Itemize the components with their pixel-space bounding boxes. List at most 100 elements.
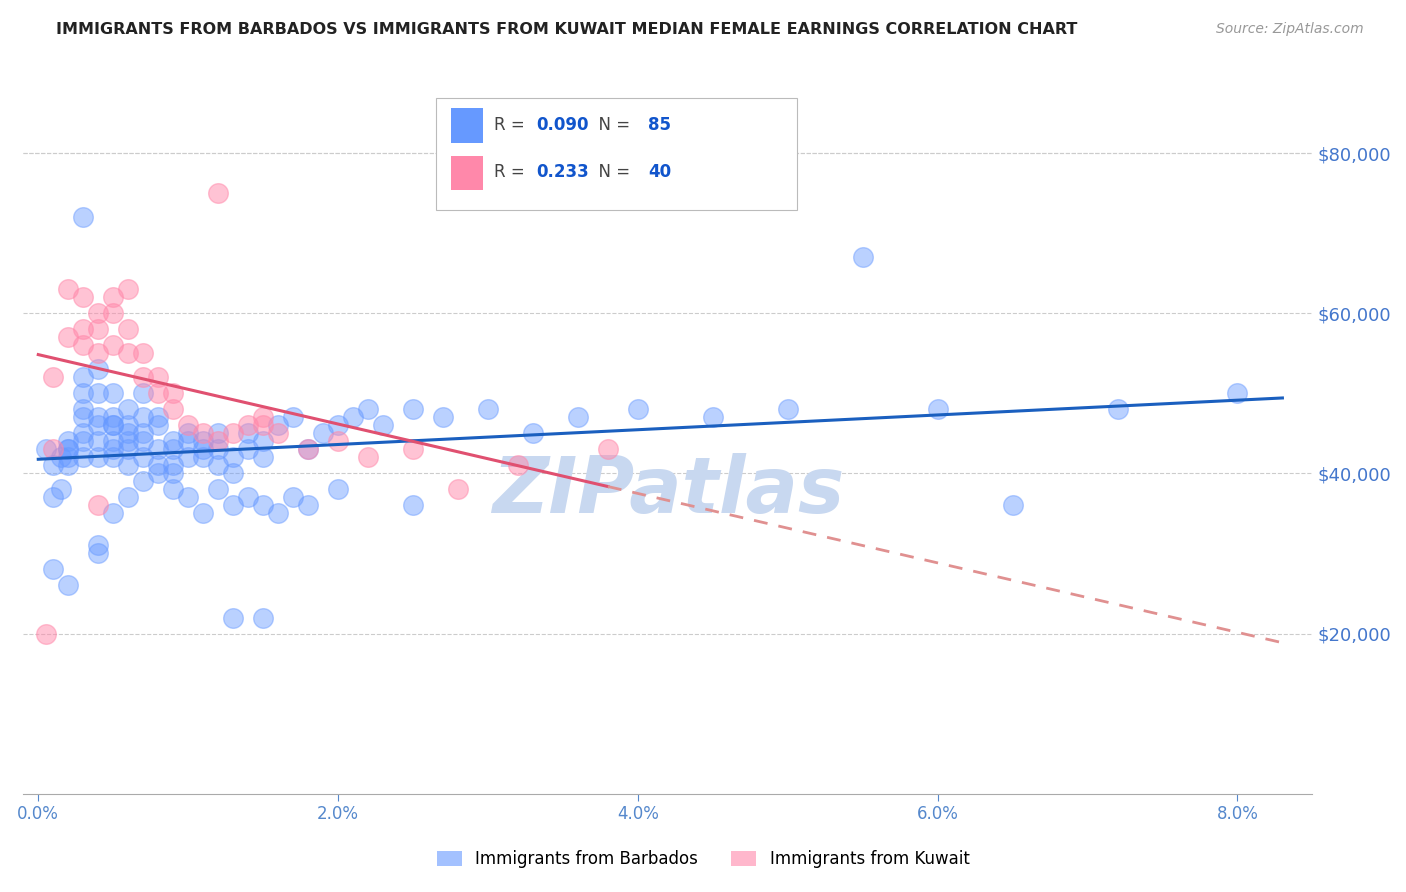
Point [252, 410, 274, 425]
Point [117, 346, 139, 360]
Text: N =: N = [588, 163, 636, 181]
Point [72, 290, 94, 304]
Point [207, 458, 229, 473]
Point [207, 186, 229, 200]
Point [281, 491, 304, 505]
Point [162, 442, 184, 457]
Point [162, 483, 184, 497]
FancyBboxPatch shape [451, 156, 484, 191]
Point [191, 426, 214, 441]
Point [252, 434, 274, 449]
Text: R =: R = [494, 116, 530, 134]
Point [222, 499, 245, 513]
Point [49, 483, 72, 497]
Point [103, 338, 125, 352]
Point [148, 418, 170, 433]
Point [191, 450, 214, 465]
Point [49, 450, 72, 465]
Point [72, 450, 94, 465]
Point [222, 426, 245, 441]
Point [236, 426, 259, 441]
Point [148, 410, 170, 425]
Point [42, 491, 65, 505]
Point [162, 386, 184, 401]
Text: 40: 40 [648, 163, 672, 181]
Text: 85: 85 [648, 116, 672, 134]
Point [103, 386, 125, 401]
Point [177, 418, 200, 433]
Point [252, 450, 274, 465]
Point [117, 418, 139, 433]
Point [177, 450, 200, 465]
Point [58, 578, 80, 592]
Point [357, 450, 380, 465]
Point [117, 442, 139, 457]
Point [402, 442, 425, 457]
Point [87, 362, 110, 376]
Point [447, 483, 470, 497]
Point [35, 626, 58, 640]
Point [103, 290, 125, 304]
Point [1001, 499, 1024, 513]
Point [42, 370, 65, 384]
Point [162, 458, 184, 473]
Point [87, 434, 110, 449]
Point [627, 402, 650, 417]
Point [103, 410, 125, 425]
Point [103, 450, 125, 465]
Point [72, 210, 94, 224]
Point [236, 442, 259, 457]
Point [177, 434, 200, 449]
Point [132, 386, 155, 401]
Point [148, 458, 170, 473]
Point [103, 306, 125, 320]
Point [162, 402, 184, 417]
Point [252, 418, 274, 433]
Point [342, 410, 364, 425]
Point [148, 370, 170, 384]
Point [132, 410, 155, 425]
Point [222, 467, 245, 481]
Point [207, 434, 229, 449]
Text: ZIPatlas: ZIPatlas [492, 453, 844, 529]
Point [103, 418, 125, 433]
Point [191, 507, 214, 521]
Point [58, 450, 80, 465]
Point [72, 370, 94, 384]
Point [402, 499, 425, 513]
Point [42, 458, 65, 473]
Point [87, 499, 110, 513]
Point [297, 442, 319, 457]
Point [267, 507, 290, 521]
Point [87, 418, 110, 433]
Point [72, 386, 94, 401]
Point [72, 402, 94, 417]
Point [148, 386, 170, 401]
Point [252, 499, 274, 513]
Point [1107, 402, 1129, 417]
Point [191, 442, 214, 457]
Point [132, 426, 155, 441]
Point [72, 410, 94, 425]
Point [236, 491, 259, 505]
Point [35, 442, 58, 457]
Point [58, 442, 80, 457]
Point [117, 458, 139, 473]
Point [87, 322, 110, 336]
Point [132, 346, 155, 360]
Point [312, 426, 335, 441]
Point [87, 306, 110, 320]
Text: IMMIGRANTS FROM BARBADOS VS IMMIGRANTS FROM KUWAIT MEDIAN FEMALE EARNINGS CORREL: IMMIGRANTS FROM BARBADOS VS IMMIGRANTS F… [56, 22, 1077, 37]
Point [117, 282, 139, 296]
Point [103, 418, 125, 433]
Point [477, 402, 499, 417]
Point [1226, 386, 1249, 401]
FancyBboxPatch shape [436, 98, 797, 210]
Point [371, 418, 394, 433]
Point [58, 282, 80, 296]
Point [222, 450, 245, 465]
Point [58, 434, 80, 449]
Point [402, 402, 425, 417]
Point [58, 458, 80, 473]
Point [207, 426, 229, 441]
